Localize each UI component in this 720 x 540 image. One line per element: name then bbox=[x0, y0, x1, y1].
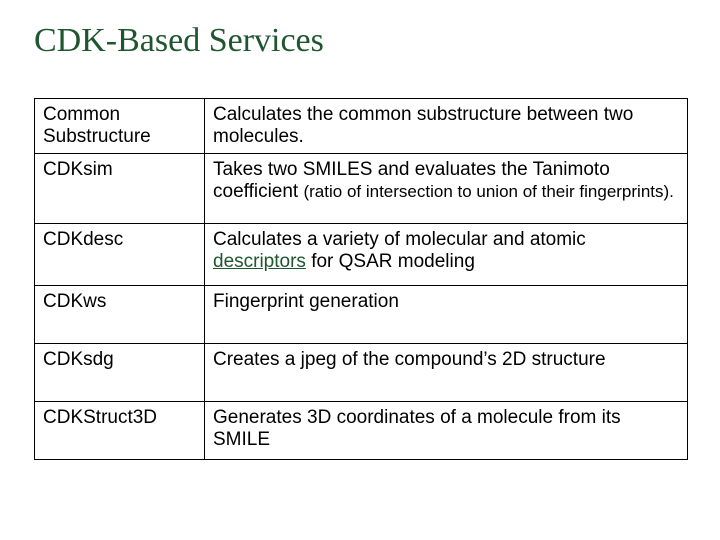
description-text: Fingerprint generation bbox=[213, 291, 399, 312]
table-row: CDKsimTakes two SMILES and evaluates the… bbox=[35, 154, 688, 224]
service-description: Takes two SMILES and evaluates the Tanim… bbox=[205, 154, 688, 224]
table-row: CDKStruct3DGenerates 3D coordinates of a… bbox=[35, 402, 688, 460]
service-description: Fingerprint generation bbox=[205, 286, 688, 344]
description-text: for QSAR modeling bbox=[306, 251, 475, 272]
description-link[interactable]: descriptors bbox=[213, 251, 306, 272]
service-description: Calculates a variety of molecular and at… bbox=[205, 224, 688, 286]
description-text: Calculates a variety of molecular and at… bbox=[213, 229, 586, 250]
table-row: CDKdesc Calculates a variety of molecular… bbox=[35, 224, 688, 286]
services-table: Common SubstructureCalculates the common… bbox=[34, 98, 688, 460]
description-text: (ratio of intersection to union of their… bbox=[303, 182, 673, 201]
service-name: CDKsim bbox=[35, 154, 205, 224]
service-name: CDKws bbox=[35, 286, 205, 344]
services-table-body: Common SubstructureCalculates the common… bbox=[35, 99, 688, 460]
service-name: CDKStruct3D bbox=[35, 402, 205, 460]
table-row: CDKws Fingerprint generation bbox=[35, 286, 688, 344]
table-row: CDKsdg Creates a jpeg of the compound’s 2… bbox=[35, 344, 688, 402]
service-description: Creates a jpeg of the compound’s 2D stru… bbox=[205, 344, 688, 402]
description-text: Creates a jpeg of the compound’s 2D stru… bbox=[213, 349, 606, 370]
service-name: CDKsdg bbox=[35, 344, 205, 402]
service-description: Calculates the common substructure betwe… bbox=[205, 99, 688, 154]
description-text: Calculates the common substructure betwe… bbox=[213, 104, 633, 147]
service-description: Generates 3D coordinates of a molecule f… bbox=[205, 402, 688, 460]
table-row: Common SubstructureCalculates the common… bbox=[35, 99, 688, 154]
page-title: CDK-Based Services bbox=[34, 22, 324, 60]
description-text: Generates 3D coordinates of a molecule f… bbox=[213, 407, 621, 450]
service-name: Common Substructure bbox=[35, 99, 205, 154]
service-name: CDKdesc bbox=[35, 224, 205, 286]
